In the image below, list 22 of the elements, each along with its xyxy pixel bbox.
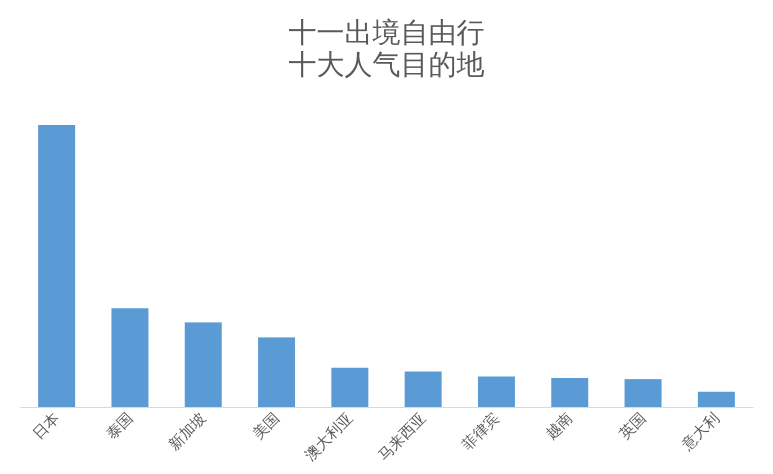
x-tick-label: 澳大利亚 (301, 409, 356, 464)
bar (624, 379, 662, 407)
bar (258, 337, 296, 407)
chart-subtitle: 十大人气目的地 (288, 48, 484, 81)
x-tick-label: 马来西亚 (374, 409, 430, 464)
x-tick-label: 越南 (542, 409, 576, 444)
chart-title: 十一出境自由行 (288, 16, 484, 49)
x-tick-label: 日本 (29, 409, 64, 444)
bar (698, 392, 735, 407)
x-tick-label: 新加坡 (165, 409, 210, 454)
bar (38, 125, 76, 407)
bar (404, 371, 442, 407)
bar (551, 378, 588, 407)
x-tick-label: 意大利 (677, 409, 723, 454)
bar (184, 322, 222, 407)
x-tick-label: 美国 (248, 409, 283, 444)
bar (111, 308, 148, 407)
x-tick-label: 菲律宾 (458, 409, 503, 454)
bar (478, 376, 515, 407)
x-tick-label: 泰国 (102, 409, 136, 444)
bar (331, 368, 368, 407)
x-tick-label: 英国 (615, 409, 650, 444)
